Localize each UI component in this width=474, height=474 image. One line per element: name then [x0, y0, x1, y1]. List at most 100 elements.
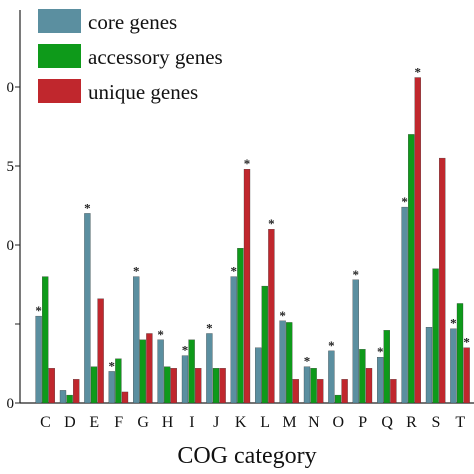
significance-star: *: [244, 156, 251, 171]
bar-unique-genes-C: [48, 368, 55, 404]
bar-core-genes-J: [206, 333, 213, 404]
bar-unique-genes-H: [170, 368, 177, 404]
significance-star: *: [206, 320, 213, 335]
y-tick-label: 0: [7, 238, 15, 254]
bar-unique-genes-Q: [390, 379, 397, 404]
bar-unique-genes-L: [268, 229, 275, 404]
significance-star: *: [304, 354, 311, 369]
x-tick-label-R: R: [406, 414, 417, 431]
legend-swatch-unique-genes: [38, 79, 81, 103]
bar-unique-genes-O: [341, 379, 348, 404]
bar-accessory-genes-E: [90, 366, 98, 404]
y-tick-label: 0: [7, 80, 15, 96]
bar-core-genes-C: [35, 315, 42, 404]
bar-core-genes-Q: [377, 357, 384, 404]
bar-core-genes-S: [425, 327, 433, 404]
bar-core-genes-H: [157, 339, 164, 404]
legend: core genes accessory genes unique genes: [38, 9, 223, 104]
bar-core-genes-E: [84, 213, 91, 404]
significance-star: *: [157, 327, 164, 342]
significance-star: *: [109, 358, 116, 373]
x-axis-label: COG category: [177, 443, 316, 469]
bar-core-genes-I: [181, 355, 189, 404]
legend-label-core-genes: core genes: [88, 10, 177, 34]
legend-swatch-core-genes: [38, 9, 81, 33]
bar-accessory-genes-G: [139, 339, 146, 404]
bar-core-genes-M: [279, 320, 286, 404]
x-tick-label-Q: Q: [381, 414, 393, 431]
bar-unique-genes-M: [292, 379, 299, 404]
x-tick-label-E: E: [89, 414, 99, 431]
significance-star: *: [84, 200, 91, 215]
x-tick-label-O: O: [333, 414, 345, 431]
bar-unique-genes-E: [97, 298, 104, 404]
x-tick-label-M: M: [282, 414, 296, 431]
x-tick-label-K: K: [235, 414, 247, 431]
significance-star: *: [377, 344, 384, 359]
x-tick-label-L: L: [260, 414, 270, 431]
bar-accessory-genes-Q: [383, 330, 390, 404]
legend-label-unique-genes: unique genes: [88, 80, 198, 104]
x-tick-label-J: J: [213, 414, 219, 431]
x-tick-label-H: H: [162, 414, 174, 431]
x-tick-label-P: P: [358, 414, 367, 431]
significance-star: *: [268, 216, 275, 231]
bar-accessory-genes-O: [334, 394, 342, 404]
bar-unique-genes-N: [317, 379, 324, 404]
bar-unique-genes-D: [73, 379, 80, 404]
bar-accessory-genes-F: [115, 358, 122, 404]
significance-star: *: [279, 308, 286, 323]
significance-star: *: [328, 338, 335, 353]
x-tick-label-G: G: [137, 414, 149, 431]
legend-swatch-accessory-genes: [38, 44, 81, 68]
y-tick-label: 0: [7, 396, 15, 412]
x-tick-label-F: F: [114, 414, 123, 431]
bar-unique-genes-J: [219, 368, 226, 404]
bar-core-genes-R: [401, 206, 408, 404]
bar-core-genes-F: [108, 371, 115, 404]
x-tick-label-I: I: [189, 414, 194, 431]
bar-accessory-genes-S: [432, 268, 439, 404]
significance-star: *: [401, 194, 408, 209]
significance-star: *: [182, 343, 189, 358]
y-tick-labels: 0 0 5 0: [7, 80, 20, 412]
x-tick-label-D: D: [64, 414, 76, 431]
bar-core-genes-K: [230, 276, 237, 404]
bar-accessory-genes-R: [408, 134, 415, 404]
legend-label-accessory-genes: accessory genes: [88, 45, 223, 69]
bar-accessory-genes-P: [359, 349, 366, 404]
bar-core-genes-G: [133, 276, 140, 404]
bar-unique-genes-G: [146, 333, 153, 404]
x-tick-label-T: T: [455, 414, 465, 431]
x-tick-label-N: N: [308, 414, 320, 431]
bar-accessory-genes-D: [66, 394, 73, 404]
bar-core-genes-T: [450, 328, 457, 404]
significance-star: *: [133, 264, 140, 279]
significance-star: *: [463, 335, 470, 350]
bar-accessory-genes-M: [286, 322, 293, 404]
bar-core-genes-P: [352, 279, 359, 404]
bar-unique-genes-R: [414, 77, 421, 404]
bar-unique-genes-T: [463, 347, 470, 404]
bar-core-genes-L: [255, 347, 262, 404]
bar-core-genes-D: [59, 390, 67, 404]
bar-accessory-genes-T: [456, 303, 464, 404]
bars: [35, 77, 470, 404]
x-tick-label-C: C: [40, 414, 51, 431]
x-tick-label-S: S: [431, 414, 440, 431]
bar-unique-genes-K: [243, 169, 251, 404]
bar-core-genes-O: [328, 350, 335, 404]
y-tick-label: 5: [7, 159, 15, 175]
bar-accessory-genes-C: [42, 276, 49, 404]
bar-accessory-genes-I: [188, 339, 195, 404]
bar-accessory-genes-K: [237, 248, 244, 404]
significance-star: *: [231, 264, 238, 279]
bar-accessory-genes-J: [212, 368, 220, 404]
bar-unique-genes-F: [121, 391, 129, 404]
bar-accessory-genes-L: [261, 285, 268, 404]
bar-core-genes-N: [303, 366, 311, 404]
bar-accessory-genes-H: [164, 366, 171, 404]
bar-unique-genes-S: [439, 157, 446, 404]
bar-unique-genes-P: [365, 368, 373, 404]
